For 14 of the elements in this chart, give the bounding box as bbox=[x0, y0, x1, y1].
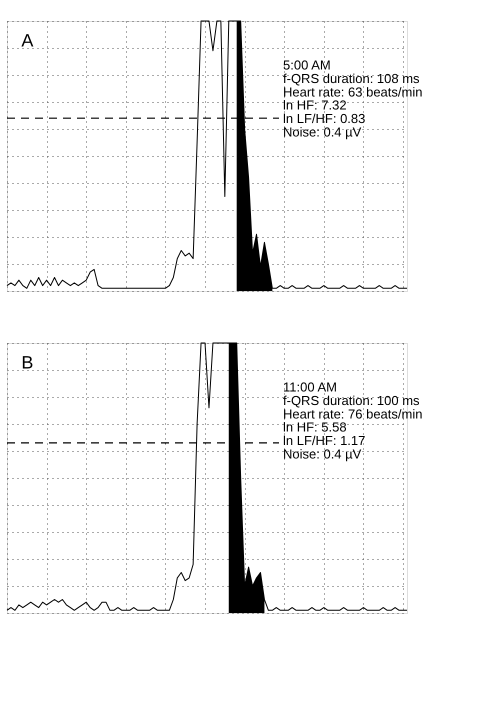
text: B bbox=[21, 352, 34, 372]
annotation: 11:00 AM bbox=[283, 380, 337, 395]
annotation: Noise: 0.4 µV bbox=[283, 446, 362, 462]
annotation: Heart rate: 76 beats/min bbox=[283, 406, 422, 422]
text: A bbox=[21, 30, 34, 50]
annotation: ln HF: 5.58 bbox=[283, 420, 347, 435]
annotation: f-QRS duration: 108 ms bbox=[283, 71, 420, 86]
annotation: ln LF/HF: 1.17 bbox=[283, 433, 366, 448]
annotation: ln HF: 7.32 bbox=[283, 98, 347, 113]
annotation: f-QRS duration: 100 ms bbox=[283, 393, 420, 408]
annotation: 5:00 AM bbox=[283, 58, 331, 73]
annotation: ln LF/HF: 0.83 bbox=[283, 111, 366, 126]
annotation: Noise: 0.4 µV bbox=[283, 124, 362, 140]
annotation: Heart rate: 63 beats/min bbox=[283, 84, 422, 100]
